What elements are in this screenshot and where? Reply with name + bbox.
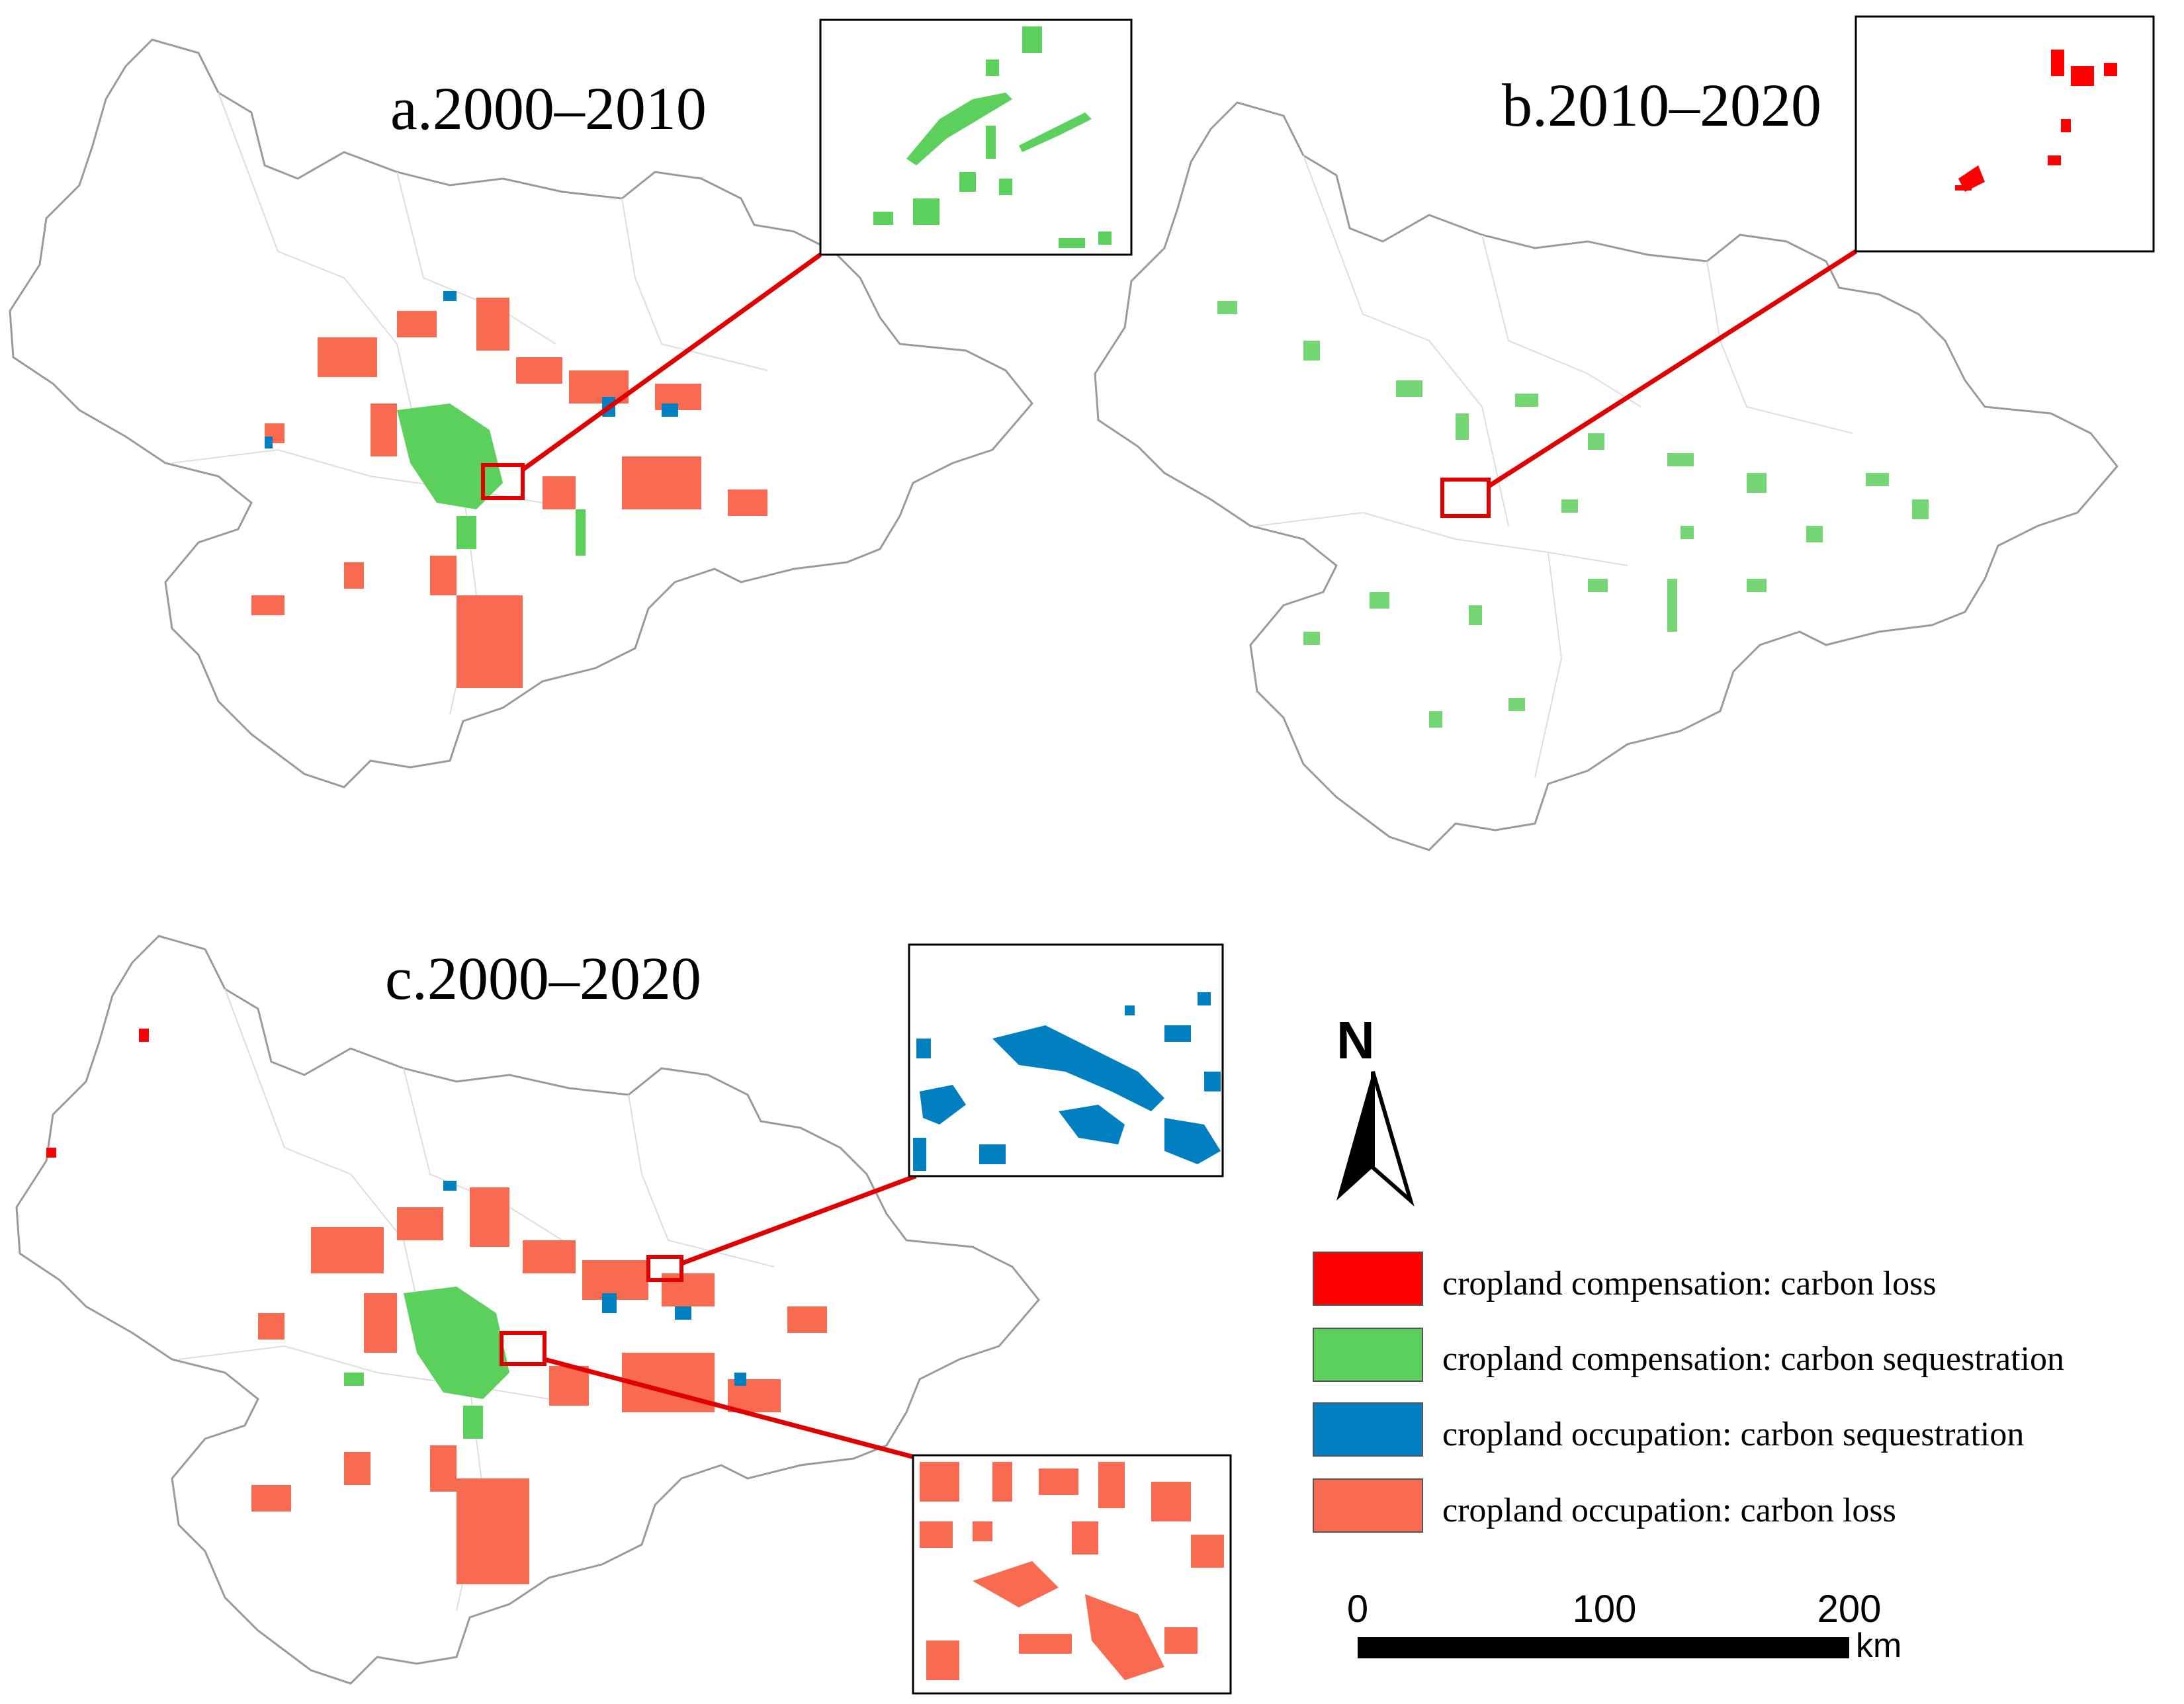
legend-swatch [1313, 1328, 1423, 1382]
scale-bar: 0 100 200 km [1347, 1588, 1901, 1665]
panel-b-title: b.2010–2020 [1502, 71, 1821, 139]
scale-tick-200: 200 [1817, 1588, 1882, 1631]
panel-a-compensation-sequestration-patches [397, 404, 586, 556]
legend-item: cropland occupation: carbon sequestratio… [1313, 1402, 2024, 1457]
legend-swatch [1313, 1252, 1423, 1306]
panel-c-title: c.2000–2020 [385, 945, 701, 1012]
legend-label: cropland occupation: carbon sequestratio… [1442, 1416, 2024, 1453]
panel-b-inset [1855, 15, 2155, 253]
north-arrow-label: N [1336, 1011, 1375, 1070]
panel-c-compensation-sequestration-patches [344, 1287, 509, 1439]
panel-a-title: a.2000–2010 [390, 75, 707, 142]
panel-a-map: a.2000–2010 [9, 19, 1133, 788]
scale-bar-line [1358, 1637, 1849, 1658]
panel-c-connector-line-central [544, 1357, 920, 1461]
scale-tick-0: 0 [1347, 1588, 1368, 1631]
panel-c-highlight-box-east [646, 1255, 683, 1282]
panel-b-district-lines [1256, 155, 1853, 778]
panel-c-occupation-loss-patches [251, 1187, 827, 1584]
panel-c-compensation-loss-patches [46, 1029, 149, 1158]
legend-item: cropland occupation: carbon loss [1313, 1478, 1896, 1533]
legend-label: cropland compensation: carbon loss [1442, 1265, 1937, 1302]
panel-c-occupation-sequestration-patches [443, 1181, 746, 1386]
panel-b-connector-line [1487, 249, 1857, 488]
panel-c-connector-line-east [680, 1173, 917, 1266]
north-arrow-right-half [1371, 1071, 1415, 1207]
panel-a-inset [819, 19, 1133, 256]
panel-b-highlight-box [1440, 478, 1491, 518]
legend: cropland compensation: carbon loss cropl… [1313, 1252, 2064, 1533]
scale-tick-100: 100 [1573, 1588, 1637, 1631]
legend-item: cropland compensation: carbon loss [1313, 1252, 1937, 1306]
north-arrow-left-half [1336, 1072, 1373, 1201]
panel-a-connector-line [521, 253, 822, 472]
north-arrow: N [1336, 1011, 1415, 1207]
panel-c-inset-loss [912, 1454, 1232, 1695]
legend-swatch [1313, 1402, 1423, 1457]
panel-b-compensation-sequestration-patches [1217, 301, 1929, 728]
panel-a-occupation-loss-patches [251, 298, 767, 688]
panel-a-highlight-box [481, 463, 525, 500]
legend-label: cropland compensation: carbon sequestrat… [1442, 1340, 2064, 1378]
panel-b-map: b.2010–2020 [1094, 15, 2155, 851]
legend-item: cropland compensation: carbon sequestrat… [1313, 1328, 2064, 1382]
legend-label: cropland occupation: carbon loss [1442, 1492, 1896, 1529]
scale-unit: km [1856, 1627, 1901, 1665]
panel-c-inset-sequestration [908, 943, 1224, 1177]
panel-c-highlight-box-central [500, 1331, 546, 1366]
legend-swatch [1313, 1478, 1423, 1533]
panel-c-map: c.2000–2020 [15, 935, 1232, 1695]
